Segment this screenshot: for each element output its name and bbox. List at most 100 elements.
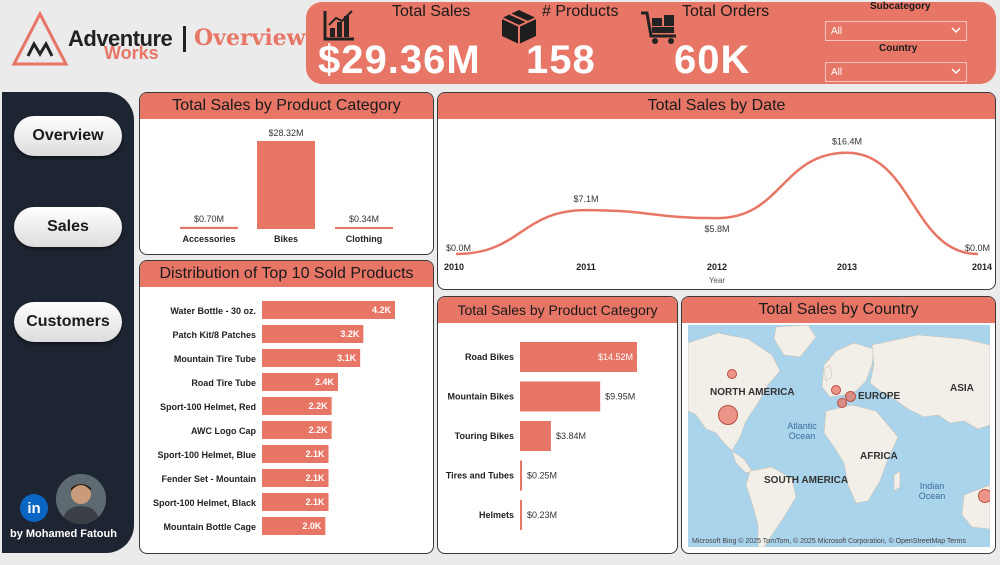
- world-map[interactable]: NORTH AMERICA EUROPE ASIA AFRICA SOUTH A…: [688, 325, 990, 547]
- category-bar: [335, 227, 393, 229]
- date-tick-label: 2010: [444, 262, 464, 272]
- kpi-banner: Total Sales $29.36M # Products 158 Total…: [306, 1, 996, 84]
- chevron-down-icon: [951, 27, 961, 34]
- top10-bar: [262, 349, 361, 367]
- top10-data-label: 3.1K: [337, 353, 357, 363]
- top10-bar: [262, 301, 395, 319]
- country-dropdown[interactable]: All: [825, 62, 967, 82]
- kpi-label-total-orders: Total Orders: [682, 3, 770, 20]
- top10-products-title: Distribution of Top 10 Sold Products: [140, 261, 433, 287]
- date-tick-label: 2013: [837, 262, 857, 272]
- map-label-south-america: SOUTH AMERICA: [764, 475, 849, 486]
- map-bubble-australia[interactable]: [978, 489, 990, 503]
- top10-product-label: AWC Logo Cap: [191, 426, 256, 436]
- subcategory-label: Touring Bikes: [455, 431, 514, 441]
- top10-bar: [262, 445, 329, 463]
- world-map-land-icon: [688, 325, 990, 547]
- category-data-label: $0.70M: [194, 214, 224, 224]
- sales-by-date-line: [455, 151, 979, 256]
- author-name: by Mohamed Fatouh: [10, 528, 117, 540]
- top10-bar: [262, 373, 338, 391]
- map-bubble-france[interactable]: [837, 398, 847, 408]
- filter-label-country: Country: [879, 43, 918, 54]
- category-data-label: $0.34M: [349, 214, 379, 224]
- box-icon: [501, 10, 537, 44]
- subcategory-dropdown-value: All: [831, 26, 843, 37]
- adventure-works-logo-icon: [11, 10, 69, 66]
- brand-name-adventure: Adventure: [68, 26, 173, 51]
- page-title: Overview: [194, 25, 306, 51]
- nav-overview-button[interactable]: Overview: [14, 116, 122, 156]
- nav-sales-button[interactable]: Sales: [14, 207, 122, 247]
- kpi-label-total-sales: Total Sales: [392, 3, 471, 20]
- category-tick-label: Bikes: [274, 234, 298, 244]
- category-bar: [257, 141, 315, 229]
- subcategory-data-label: $9.95M: [605, 392, 635, 402]
- subcategory-bar: [520, 460, 523, 491]
- map-bubble-canada[interactable]: [727, 369, 737, 379]
- top10-product-label: Mountain Bottle Cage: [164, 522, 257, 532]
- top10-bar: [262, 493, 329, 511]
- top10-data-label: 2.2K: [309, 401, 329, 411]
- avatar: [56, 474, 106, 524]
- top10-data-label: 2.4K: [315, 377, 335, 387]
- kpi-value-products: 158: [526, 38, 596, 82]
- map-label-asia: ASIA: [950, 383, 974, 394]
- top10-data-label: 2.1K: [305, 473, 325, 483]
- category-tick-label: Accessories: [182, 234, 235, 244]
- map-label-indian-ocean: Indian Ocean: [918, 481, 946, 501]
- map-label-africa: AFRICA: [860, 451, 898, 462]
- subcategory-bar: [520, 500, 522, 530]
- map-label-atlantic-ocean: Atlantic Ocean: [787, 421, 817, 441]
- subcategory-label: Tires and Tubes: [446, 471, 514, 481]
- sidebar: Overview Sales Customers in by Mohamed F…: [2, 92, 134, 553]
- top10-product-label: Patch Kit/8 Patches: [172, 330, 256, 340]
- date-axis-label: Year: [709, 276, 726, 285]
- sales-by-date-title: Total Sales by Date: [438, 93, 995, 119]
- filter-label-subcategory: Subcategory: [870, 1, 931, 12]
- top10-product-label: Fender Set - Mountain: [162, 474, 257, 484]
- subcategory-bar: [520, 381, 601, 412]
- date-tick-label: 2011: [576, 262, 596, 272]
- top10-products-panel: Distribution of Top 10 Sold Products Wat…: [139, 260, 434, 554]
- subcategory-dropdown[interactable]: All: [825, 21, 967, 41]
- top10-product-label: Sport-100 Helmet, Black: [153, 498, 257, 508]
- map-label-europe: EUROPE: [858, 391, 901, 402]
- date-data-label: $0.0M: [446, 243, 471, 253]
- top10-data-label: 2.1K: [305, 449, 325, 459]
- sales-by-category-panel: Total Sales by Product Category $0.70M Ac…: [139, 92, 434, 255]
- title-separator: [183, 26, 186, 52]
- chevron-down-icon: [951, 68, 961, 75]
- subcategory-label: Helmets: [479, 510, 514, 520]
- top10-bar: [262, 469, 329, 487]
- subcategory-data-label: $0.25M: [527, 471, 557, 481]
- subcategory-bar: [520, 342, 637, 372]
- nav-customers-button[interactable]: Customers: [14, 302, 122, 342]
- map-bubble-united-states[interactable]: [718, 405, 738, 425]
- map-bubble-germany[interactable]: [845, 391, 856, 402]
- cart-icon: [641, 11, 676, 44]
- map-credits: Microsoft Bing © 2025 TomTom, © 2025 Mic…: [692, 538, 966, 545]
- sales-by-category-chart: $0.70M Accessories $28.32M Bikes $0.34M Cloth…: [180, 128, 393, 244]
- category-data-label: $28.32M: [268, 128, 303, 138]
- country-dropdown-value: All: [831, 67, 843, 78]
- brand-name-works: Works: [104, 43, 159, 63]
- sales-by-subcategory-title: Total Sales by Product Category: [438, 297, 677, 323]
- subcategory-data-label: $0.23M: [527, 510, 557, 520]
- kpi-value-total-sales: $29.36M: [318, 38, 481, 82]
- category-bar: [180, 226, 238, 229]
- top10-product-label: Sport-100 Helmet, Red: [160, 402, 256, 412]
- sales-by-subcategory-chart: Road Bikes $14.52M Mountain Bikes $9.95M Tou…: [446, 342, 637, 530]
- top10-bar: [262, 397, 332, 415]
- subcategory-bar: [520, 421, 551, 451]
- date-data-label: $7.1M: [573, 194, 598, 204]
- date-data-label: $0.0M: [965, 243, 990, 253]
- date-data-label: $5.8M: [704, 224, 729, 234]
- sales-by-country-panel: Total Sales by Country NORTH AMERICA EU: [681, 296, 996, 554]
- top10-data-label: 2.1K: [305, 497, 325, 507]
- top10-data-label: 3.2K: [340, 329, 360, 339]
- map-bubble-united-kingdom[interactable]: [831, 385, 841, 395]
- category-tick-label: Clothing: [346, 234, 383, 244]
- sales-by-subcategory-panel: Total Sales by Product Category Road Bik…: [437, 296, 678, 554]
- linkedin-icon[interactable]: in: [20, 494, 48, 522]
